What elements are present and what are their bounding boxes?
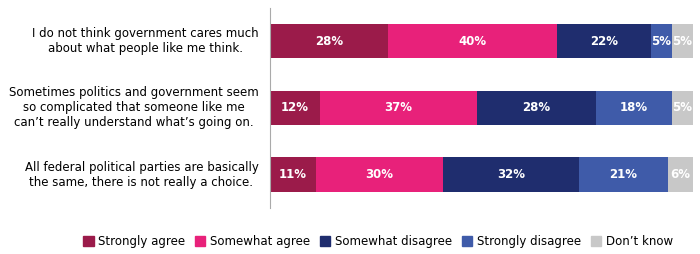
Text: 32%: 32% — [497, 168, 525, 181]
Text: 6%: 6% — [671, 168, 690, 181]
Text: 30%: 30% — [365, 168, 393, 181]
Legend: Strongly agree, Somewhat agree, Somewhat disagree, Strongly disagree, Don’t know: Strongly agree, Somewhat agree, Somewhat… — [83, 235, 673, 248]
Bar — [316, 157, 443, 192]
Text: 5%: 5% — [651, 35, 671, 47]
Bar — [651, 24, 672, 58]
Bar — [477, 91, 596, 125]
Text: 37%: 37% — [385, 101, 413, 115]
Bar — [443, 157, 579, 192]
Text: 28%: 28% — [522, 101, 550, 115]
Text: 5%: 5% — [673, 35, 692, 47]
Bar — [672, 91, 693, 125]
Text: 21%: 21% — [609, 168, 637, 181]
Bar — [557, 24, 651, 58]
Bar — [270, 157, 316, 192]
Bar — [668, 157, 693, 192]
Text: 11%: 11% — [279, 168, 307, 181]
Text: 22%: 22% — [590, 35, 618, 47]
Bar — [388, 24, 557, 58]
Text: 12%: 12% — [281, 101, 309, 115]
Bar — [270, 24, 388, 58]
Text: 28%: 28% — [315, 35, 343, 47]
Bar — [596, 91, 672, 125]
Bar — [579, 157, 668, 192]
Bar — [672, 24, 693, 58]
Text: 5%: 5% — [673, 101, 692, 115]
Text: 18%: 18% — [620, 101, 648, 115]
Bar — [270, 91, 321, 125]
Bar — [321, 91, 477, 125]
Text: 40%: 40% — [458, 35, 486, 47]
